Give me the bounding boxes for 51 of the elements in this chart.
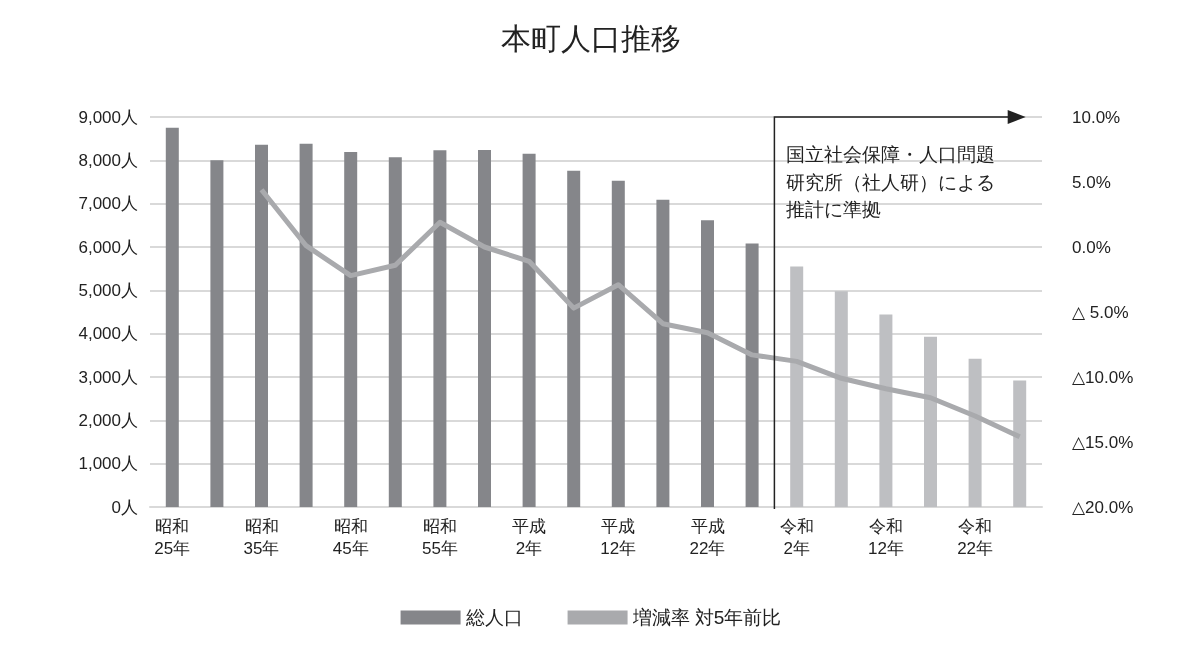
bar — [924, 336, 937, 507]
y-tick-label: 5,000人 — [78, 280, 138, 300]
bar — [790, 266, 804, 507]
bar — [834, 291, 848, 507]
y2-tick-label: △15.0% — [1072, 432, 1134, 452]
x-tick-label: 平成 22年 — [689, 516, 726, 558]
x-tick-label: 令和 2年 — [779, 516, 814, 558]
bar — [388, 157, 402, 507]
bar — [701, 220, 714, 507]
y2-tick-label: △ 5.0% — [1072, 302, 1129, 322]
legend-label: 総人口 — [464, 607, 523, 628]
x-tick-label: 昭和 45年 — [332, 516, 369, 558]
bar — [433, 150, 447, 507]
y-tick-label: 9,000人 — [78, 107, 138, 127]
y-tick-label: 2,000人 — [78, 410, 138, 430]
x-tick-label: 令和 12年 — [867, 516, 904, 558]
y2-tick-label: 0.0% — [1072, 237, 1111, 257]
bar — [299, 143, 313, 507]
bar — [344, 152, 358, 507]
x-tick-label: 昭和 35年 — [243, 516, 280, 558]
bar — [165, 127, 179, 507]
y2-tick-label: △20.0% — [1072, 497, 1134, 517]
y-tick-label: 6,000人 — [78, 237, 138, 257]
x-tick-label: 昭和 55年 — [421, 516, 458, 558]
y-tick-label: 3,000人 — [78, 367, 138, 387]
bar — [968, 358, 982, 507]
bar — [879, 314, 893, 507]
y2-tick-label: 5.0% — [1072, 172, 1111, 192]
y-tick-label: 8,000人 — [78, 150, 138, 170]
bar — [611, 180, 625, 507]
bar — [522, 153, 536, 507]
bar — [567, 170, 581, 507]
y2-tick-label: △10.0% — [1072, 367, 1134, 387]
bar — [745, 243, 759, 507]
x-tick-label: 令和 22年 — [957, 516, 994, 558]
bar — [656, 199, 670, 507]
legend-label: 増減率 対5年前比 — [631, 607, 782, 628]
x-tick-label: 平成 2年 — [512, 516, 547, 558]
y-tick-label: 0人 — [111, 497, 138, 517]
x-tick-label: 平成 12年 — [600, 516, 637, 558]
x-tick-label: 昭和 25年 — [154, 516, 191, 558]
annotation: 国立社会保障・人口問題研究所（社人研）による推計に準拠 — [786, 143, 996, 223]
y-tick-label: 4,000人 — [78, 324, 138, 344]
chart-title: 本町人口推移 — [501, 21, 681, 55]
bar — [1013, 380, 1027, 507]
bar — [210, 160, 224, 507]
y-tick-label: 7,000人 — [78, 194, 138, 214]
bar — [478, 149, 491, 507]
bar — [255, 144, 268, 507]
y2-tick-label: 10.0% — [1072, 107, 1121, 127]
y-tick-label: 1,000人 — [78, 454, 138, 474]
